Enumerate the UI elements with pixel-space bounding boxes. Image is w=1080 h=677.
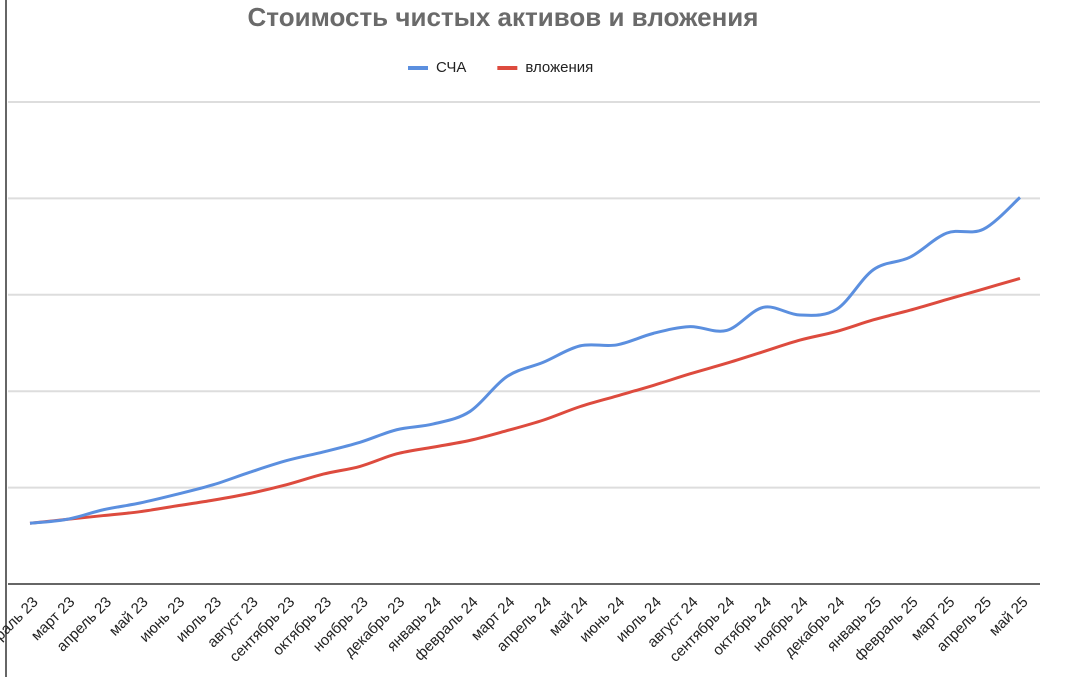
series-line [29, 196, 1022, 525]
series-line [29, 276, 1021, 525]
x-tick-label: май 25 [986, 594, 1032, 640]
legend-label: вложения [525, 59, 593, 76]
chart-title: Стоимость чистых активов и вложения [248, 2, 759, 32]
legend-label: СЧА [436, 59, 466, 76]
